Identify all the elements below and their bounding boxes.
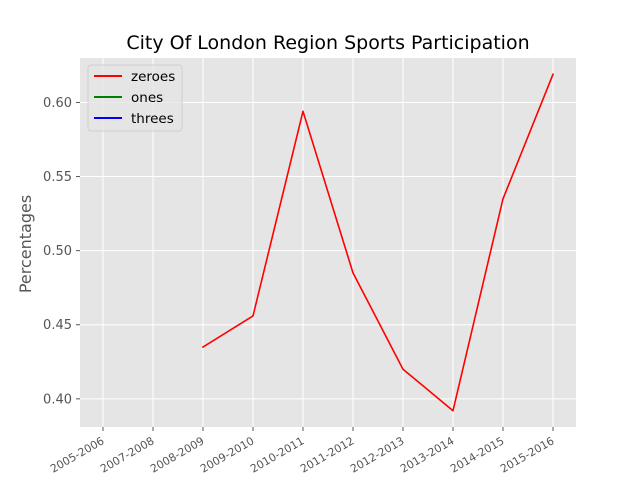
y-tick-label: 0.55 <box>43 170 72 185</box>
series-line-zeroes <box>201 73 555 412</box>
y-tick-label: 0.40 <box>43 392 72 407</box>
legend-label-zeroes: zeroes <box>131 69 175 85</box>
y-tick-label: 0.60 <box>43 96 72 111</box>
legend-box <box>87 64 183 132</box>
legend-label-threes: threes <box>131 111 174 127</box>
y-axis: 0.40 0.45 0.50 0.55 0.60 <box>43 96 80 407</box>
legend-label-ones: ones <box>131 90 163 106</box>
y-tick-label: 0.45 <box>43 318 72 333</box>
chart-title: City Of London Region Sports Participati… <box>126 32 529 54</box>
y-tick-label: 0.50 <box>43 244 72 259</box>
y-axis-label: Percentages <box>16 195 35 293</box>
legend: zeroes ones threes <box>87 64 183 132</box>
series-lines <box>201 73 555 412</box>
